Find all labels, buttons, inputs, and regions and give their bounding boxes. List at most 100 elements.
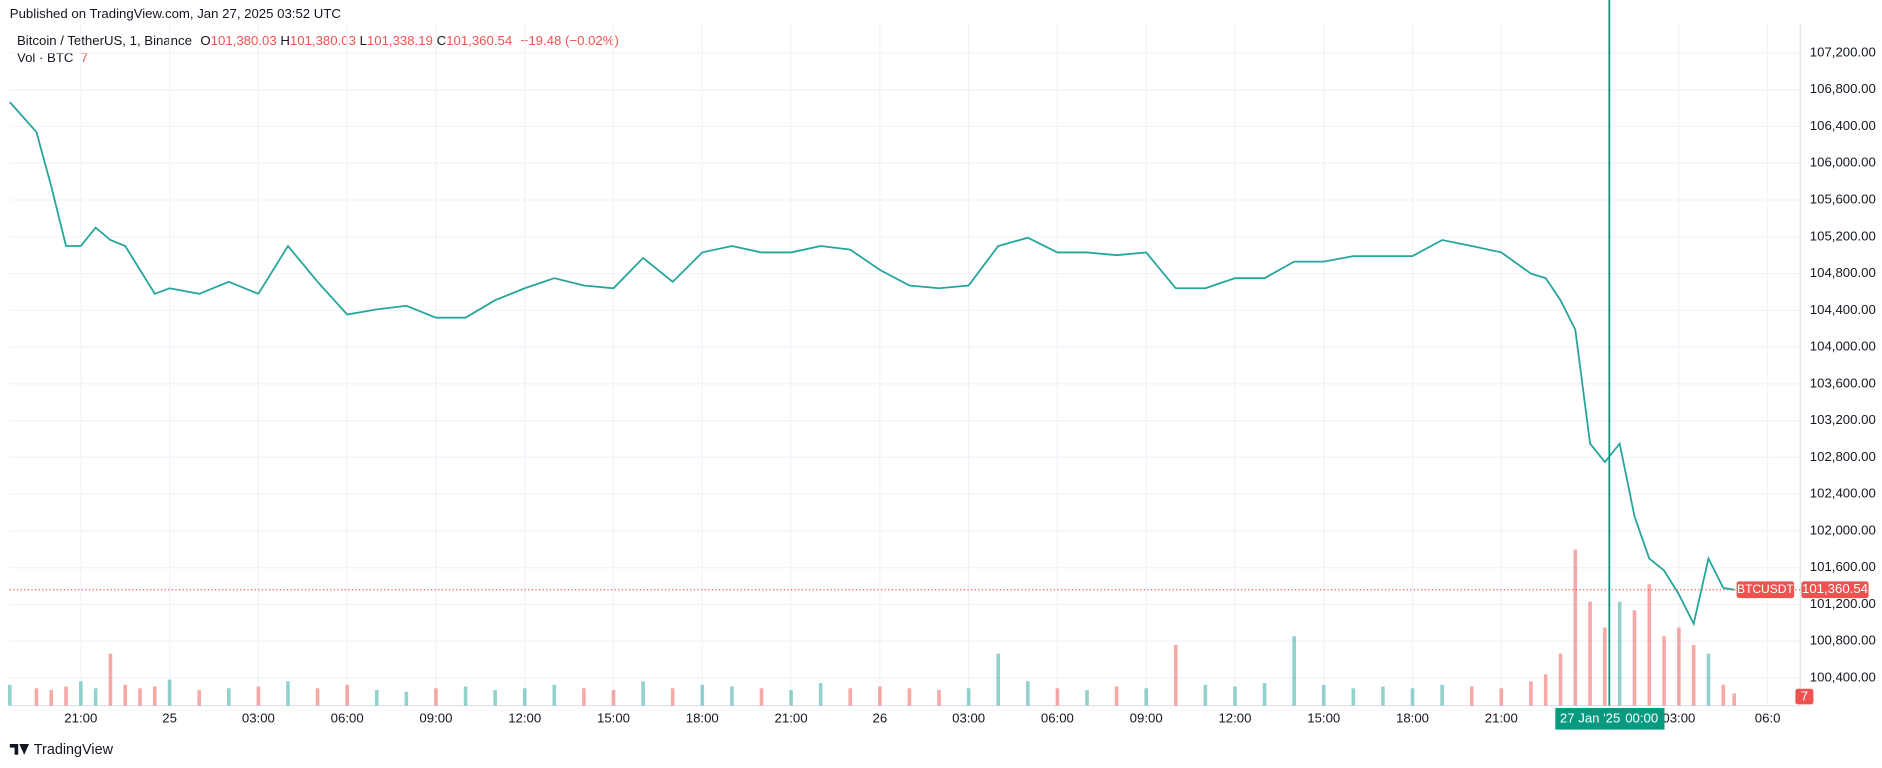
volume-bar xyxy=(1558,653,1563,706)
y-tick-label: 104,400.00 xyxy=(1810,302,1876,317)
x-tick-label: 03:00 xyxy=(1662,710,1695,725)
volume-bar xyxy=(315,688,320,706)
grid xyxy=(9,24,1801,706)
volume-bar xyxy=(670,688,675,706)
volume-bar xyxy=(522,688,527,706)
volume-bar xyxy=(996,653,1001,706)
x-tick-label: 12:00 xyxy=(508,710,541,725)
y-tick-label: 104,800.00 xyxy=(1810,265,1876,280)
volume-bar xyxy=(1321,684,1326,706)
y-tick-label: 101,200.00 xyxy=(1810,596,1876,611)
y-tick-label: 107,200.00 xyxy=(1810,44,1876,59)
marker-date: 27 Jan '25 xyxy=(1560,710,1620,725)
volume-bar xyxy=(64,686,68,706)
volume-bar xyxy=(789,690,793,706)
legend: Bitcoin / TetherUS, 1, Binance O101,380.… xyxy=(17,33,619,48)
marker-label-bg xyxy=(1555,708,1665,730)
open-label: O xyxy=(200,33,210,48)
x-tick-label: 15:00 xyxy=(1307,710,1340,725)
y-tick-label: 105,600.00 xyxy=(1810,192,1876,207)
x-tick-label: 18:00 xyxy=(686,710,719,725)
volume-bar xyxy=(1573,549,1578,706)
low: 101,338.19 xyxy=(367,33,433,48)
volume-bar xyxy=(226,688,231,706)
volume-bar xyxy=(1499,688,1504,706)
volume-bar xyxy=(1691,644,1696,706)
x-tick-label: 06:00 xyxy=(331,710,364,725)
volume-bar xyxy=(1543,674,1548,706)
volume-bar xyxy=(907,688,912,706)
y-tick-label: 106,000.00 xyxy=(1810,155,1876,170)
volume-bar xyxy=(1440,684,1444,706)
volume-bar xyxy=(108,653,113,706)
volume-bar xyxy=(79,681,83,706)
volume-bar xyxy=(848,688,853,706)
x-tick-label: 21:00 xyxy=(64,710,97,725)
high-label: H xyxy=(280,33,290,48)
y-tick-label: 106,400.00 xyxy=(1810,118,1876,133)
volume-bar xyxy=(1055,688,1060,706)
volume-bar xyxy=(1603,627,1607,706)
volume-bar xyxy=(256,686,261,706)
volume-bar xyxy=(1114,686,1119,706)
volume-value: 7 xyxy=(81,50,88,65)
y-tick-label: 102,800.00 xyxy=(1810,449,1876,464)
header: Published on TradingView.com, Jan 27, 20… xyxy=(10,6,342,21)
volume-bar xyxy=(1732,693,1737,706)
price-label-bg xyxy=(1801,581,1869,599)
y-tick-label: 104,000.00 xyxy=(1810,339,1876,354)
footer: TradingView xyxy=(34,742,114,758)
volume-bar xyxy=(582,688,586,706)
y-tick-label: 105,200.00 xyxy=(1810,228,1876,243)
volume-bar xyxy=(1632,610,1637,706)
y-tick-label: 102,000.00 xyxy=(1810,522,1876,537)
volume-bar xyxy=(1588,601,1592,706)
volume-bar xyxy=(286,681,290,706)
volume-bar xyxy=(1721,684,1726,706)
volume-bar xyxy=(937,690,941,706)
volume-bar xyxy=(1292,636,1296,706)
x-tick-label: 03:00 xyxy=(952,710,985,725)
volume-bar xyxy=(167,679,172,706)
y-tick-label: 100,400.00 xyxy=(1810,670,1876,685)
volume-bar xyxy=(759,688,764,706)
marker-time: 00:00 xyxy=(1625,710,1658,725)
y-tick-label: 103,600.00 xyxy=(1810,375,1876,390)
volume-bar xyxy=(611,690,616,706)
volume-bar xyxy=(8,684,12,706)
volume-bar xyxy=(1381,686,1385,706)
last-label-bg xyxy=(1736,581,1795,599)
volume-bar xyxy=(1085,690,1089,706)
symbol: Bitcoin / TetherUS, 1, Binance xyxy=(17,33,192,48)
volume-bar xyxy=(1026,681,1030,706)
volume-bar xyxy=(434,688,438,706)
x-tick-label: 09:00 xyxy=(419,710,452,725)
volume-bar xyxy=(404,691,409,706)
x-tick-label: 06:00 xyxy=(1041,710,1074,725)
volume-bar xyxy=(641,681,645,706)
volume-bar xyxy=(49,690,54,706)
volume-bar xyxy=(1262,683,1267,706)
volume-bar xyxy=(153,686,157,706)
low-label: L xyxy=(360,33,367,48)
volume-bar xyxy=(730,686,734,706)
y-tick-label: 106,800.00 xyxy=(1810,81,1876,96)
volume-bar xyxy=(197,690,201,706)
y-tick-label: 103,200.00 xyxy=(1810,412,1876,427)
close: 101,360.54 xyxy=(446,33,512,48)
x-tick-label: 26 xyxy=(873,710,888,725)
volume-bar xyxy=(818,683,823,706)
volume-bar xyxy=(1662,636,1666,706)
volume-bar xyxy=(34,688,39,706)
open: 101,380.03 xyxy=(211,33,277,48)
volume-label: 7 xyxy=(1801,689,1808,704)
footer-logo xyxy=(9,744,30,755)
volume-bar xyxy=(552,684,557,706)
volume-bar xyxy=(1351,688,1356,706)
volume-bar xyxy=(93,688,98,706)
x-tick-label: 12:00 xyxy=(1218,710,1251,725)
volume-legend: Vol · BTC 7 xyxy=(17,50,88,65)
volume-bar xyxy=(463,686,468,706)
